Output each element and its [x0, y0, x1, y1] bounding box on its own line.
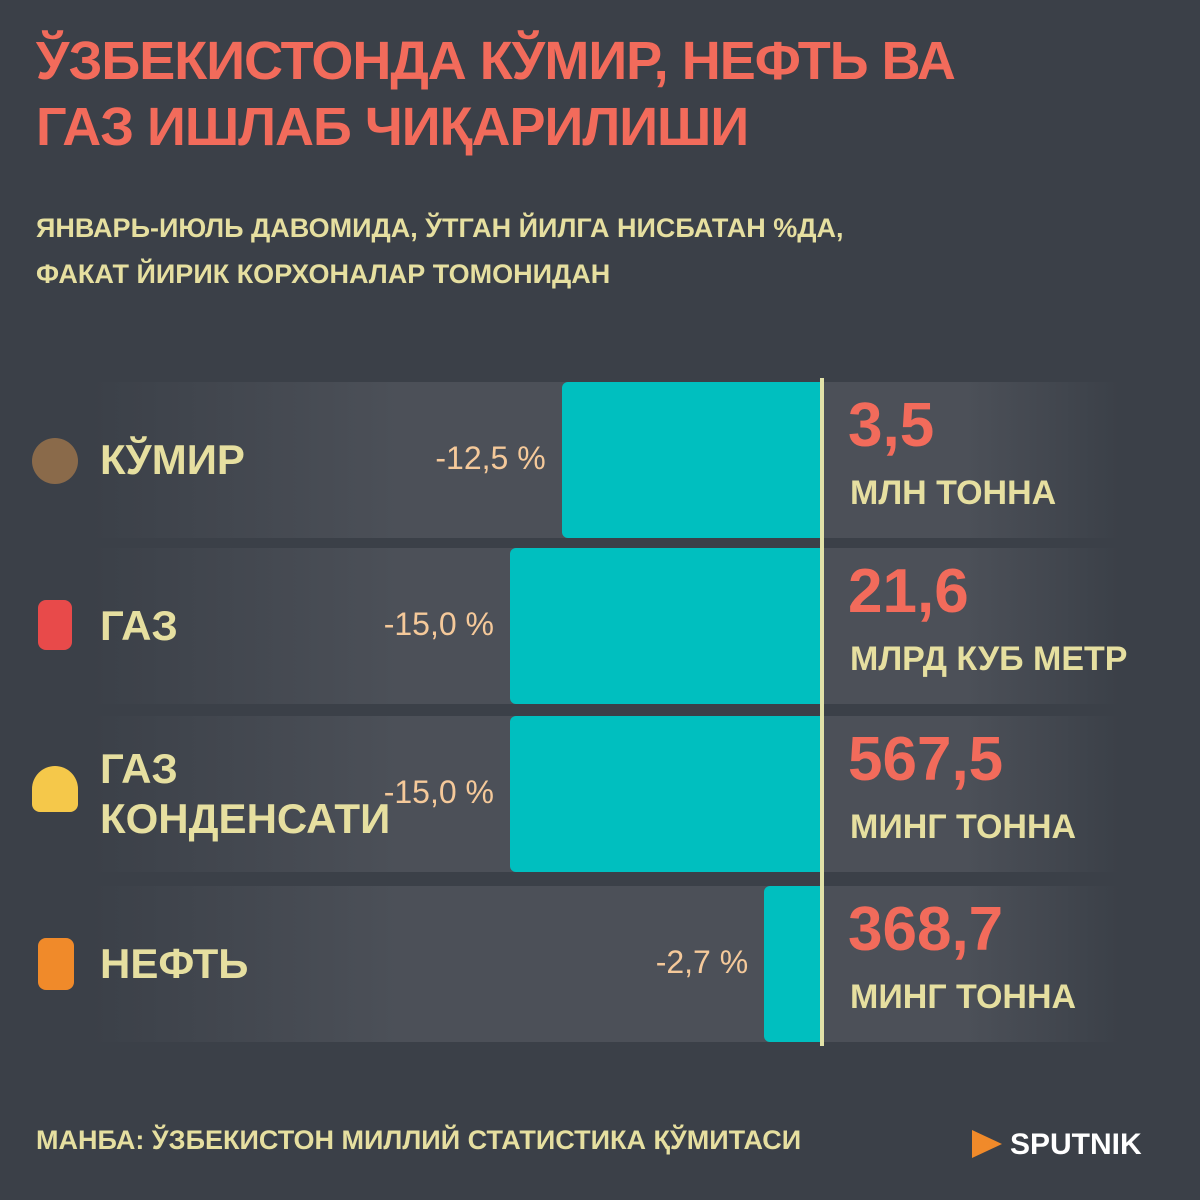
bar	[510, 716, 820, 872]
coal-icon	[32, 438, 78, 484]
source: МАНБА: ЎЗБЕКИСТОН МИЛЛИЙ СТАТИСТИКА ҚЎМИ…	[36, 1125, 802, 1155]
brand-logo	[972, 1130, 1002, 1158]
bar	[510, 548, 820, 704]
volume-unit: МЛН ТОННА	[850, 474, 1057, 512]
volume-value: 567,5	[848, 725, 1004, 794]
volume-value: 21,6	[848, 557, 969, 626]
volume-unit: МЛРД КУБ МЕТР	[850, 640, 1128, 678]
value-label: -12,5 %	[435, 440, 546, 476]
category-label: КЎМИР	[100, 436, 245, 483]
value-label: -2,7 %	[655, 944, 749, 980]
volume-unit: МИНГ ТОННА	[850, 808, 1077, 846]
category-label: ГАЗ КОНДЕНСАТИ	[100, 745, 391, 842]
zero-line	[820, 378, 824, 1046]
bar	[764, 886, 820, 1042]
value-label: -15,0 %	[383, 606, 494, 642]
bar	[561, 382, 820, 538]
volume-unit: МИНГ ТОННА	[850, 978, 1077, 1016]
value-label: -15,0 %	[383, 774, 494, 810]
category-label: НЕФТЬ	[100, 940, 249, 987]
chart-subtitle: ЯНВАРЬ-ИЮЛЬ ДАВОМИДА, ЎТГАН ЙИЛГА НИСБАТ…	[36, 213, 844, 289]
chart-title: ЎЗБЕКИСТОНДА КЎМИР, НЕФТЬ ВА ГАЗ ИШЛАБ Ч…	[36, 31, 956, 157]
gas-icon	[38, 600, 72, 650]
flask-icon	[32, 766, 78, 812]
volume-value: 3,5	[848, 391, 935, 460]
row-background	[90, 886, 1120, 1042]
brand: SPUTNIK	[1010, 1128, 1142, 1161]
volume-value: 368,7	[848, 895, 1004, 964]
barrel-icon	[38, 938, 74, 990]
category-label: ГАЗ	[100, 602, 178, 649]
